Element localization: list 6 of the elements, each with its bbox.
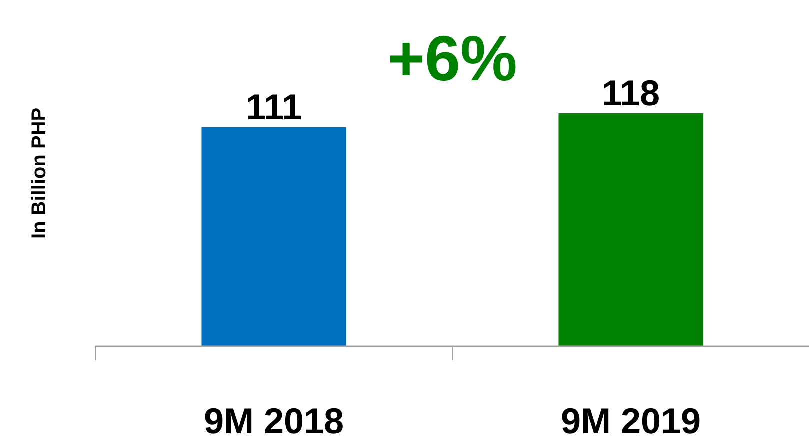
data-label: 118	[602, 72, 660, 114]
text: +6%	[388, 22, 518, 94]
y-axis-title: In Billion PHP	[28, 108, 50, 240]
x-tick-label: 9M 2019	[560, 400, 702, 442]
data-label: 111	[246, 86, 302, 128]
x-tick-label: 9M 2018	[204, 400, 344, 442]
